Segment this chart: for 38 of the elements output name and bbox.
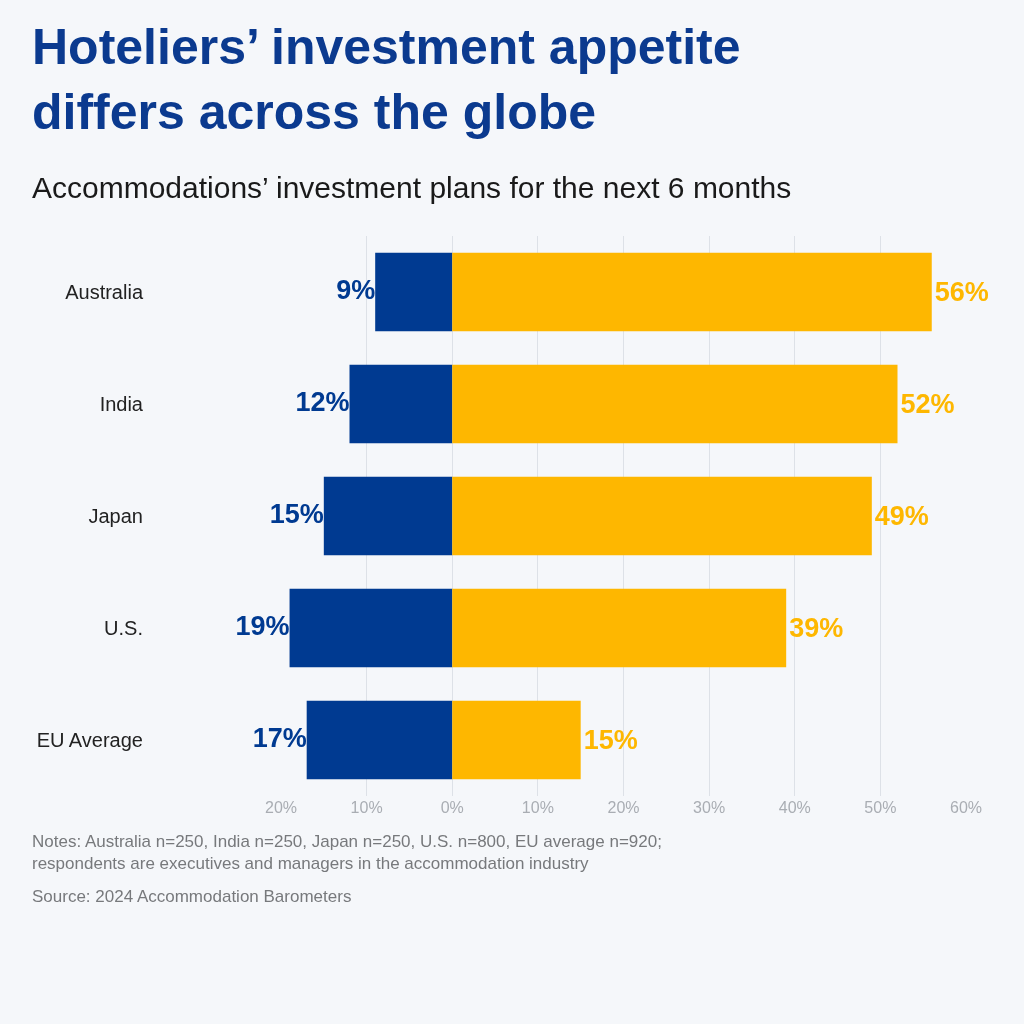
bar [452,588,787,668]
bar [289,588,453,668]
data-label: 19% [235,610,290,641]
chart-title: Hoteliers’ investment appetite differs across the globe [32,19,741,140]
data-label: 9% [336,274,376,305]
data-label: 49% [874,501,929,531]
bar [323,476,453,556]
text: Notes: Australia n=250, India n=250, Japan n=250, U.S. n=800, EU average n=920; respondents are executives and managers in the accommodation industry [32,832,662,874]
data-label: 56% [934,277,989,307]
bar [452,252,932,332]
y-tick-label: Australia [65,281,144,303]
source-note: Source: 2024 Accommodation Barometers [32,887,352,906]
x-tick-label: 50% [864,799,897,816]
data-label: 15% [583,725,638,755]
x-tick-label: 10% [521,799,554,816]
bar [452,700,581,780]
y-tick-label: U.S. [104,617,143,639]
data-label: 52% [900,389,955,419]
bar [452,364,898,444]
x-tick-label: 0% [440,799,464,816]
y-tick-label: Japan [88,505,143,527]
data-label: 15% [269,498,324,529]
bar [349,364,453,444]
chart-subtitle: Accommodations’ investment plans for the next 6 months [32,171,792,204]
data-label: 17% [252,722,307,753]
data-label: 39% [789,613,844,643]
x-tick-label: 20% [607,799,640,816]
x-tick-label: 30% [693,799,726,816]
x-tick-label: 20% [264,799,298,816]
data-label: 12% [295,386,350,417]
x-tick-label: 60% [949,799,983,816]
x-tick-label: 40% [778,799,811,816]
x-tick-label: 10% [350,799,383,816]
bar [306,700,453,780]
y-tick-label: EU Average [36,729,143,751]
bar [452,476,872,556]
y-tick-label: India [99,393,144,415]
bar [375,252,453,332]
